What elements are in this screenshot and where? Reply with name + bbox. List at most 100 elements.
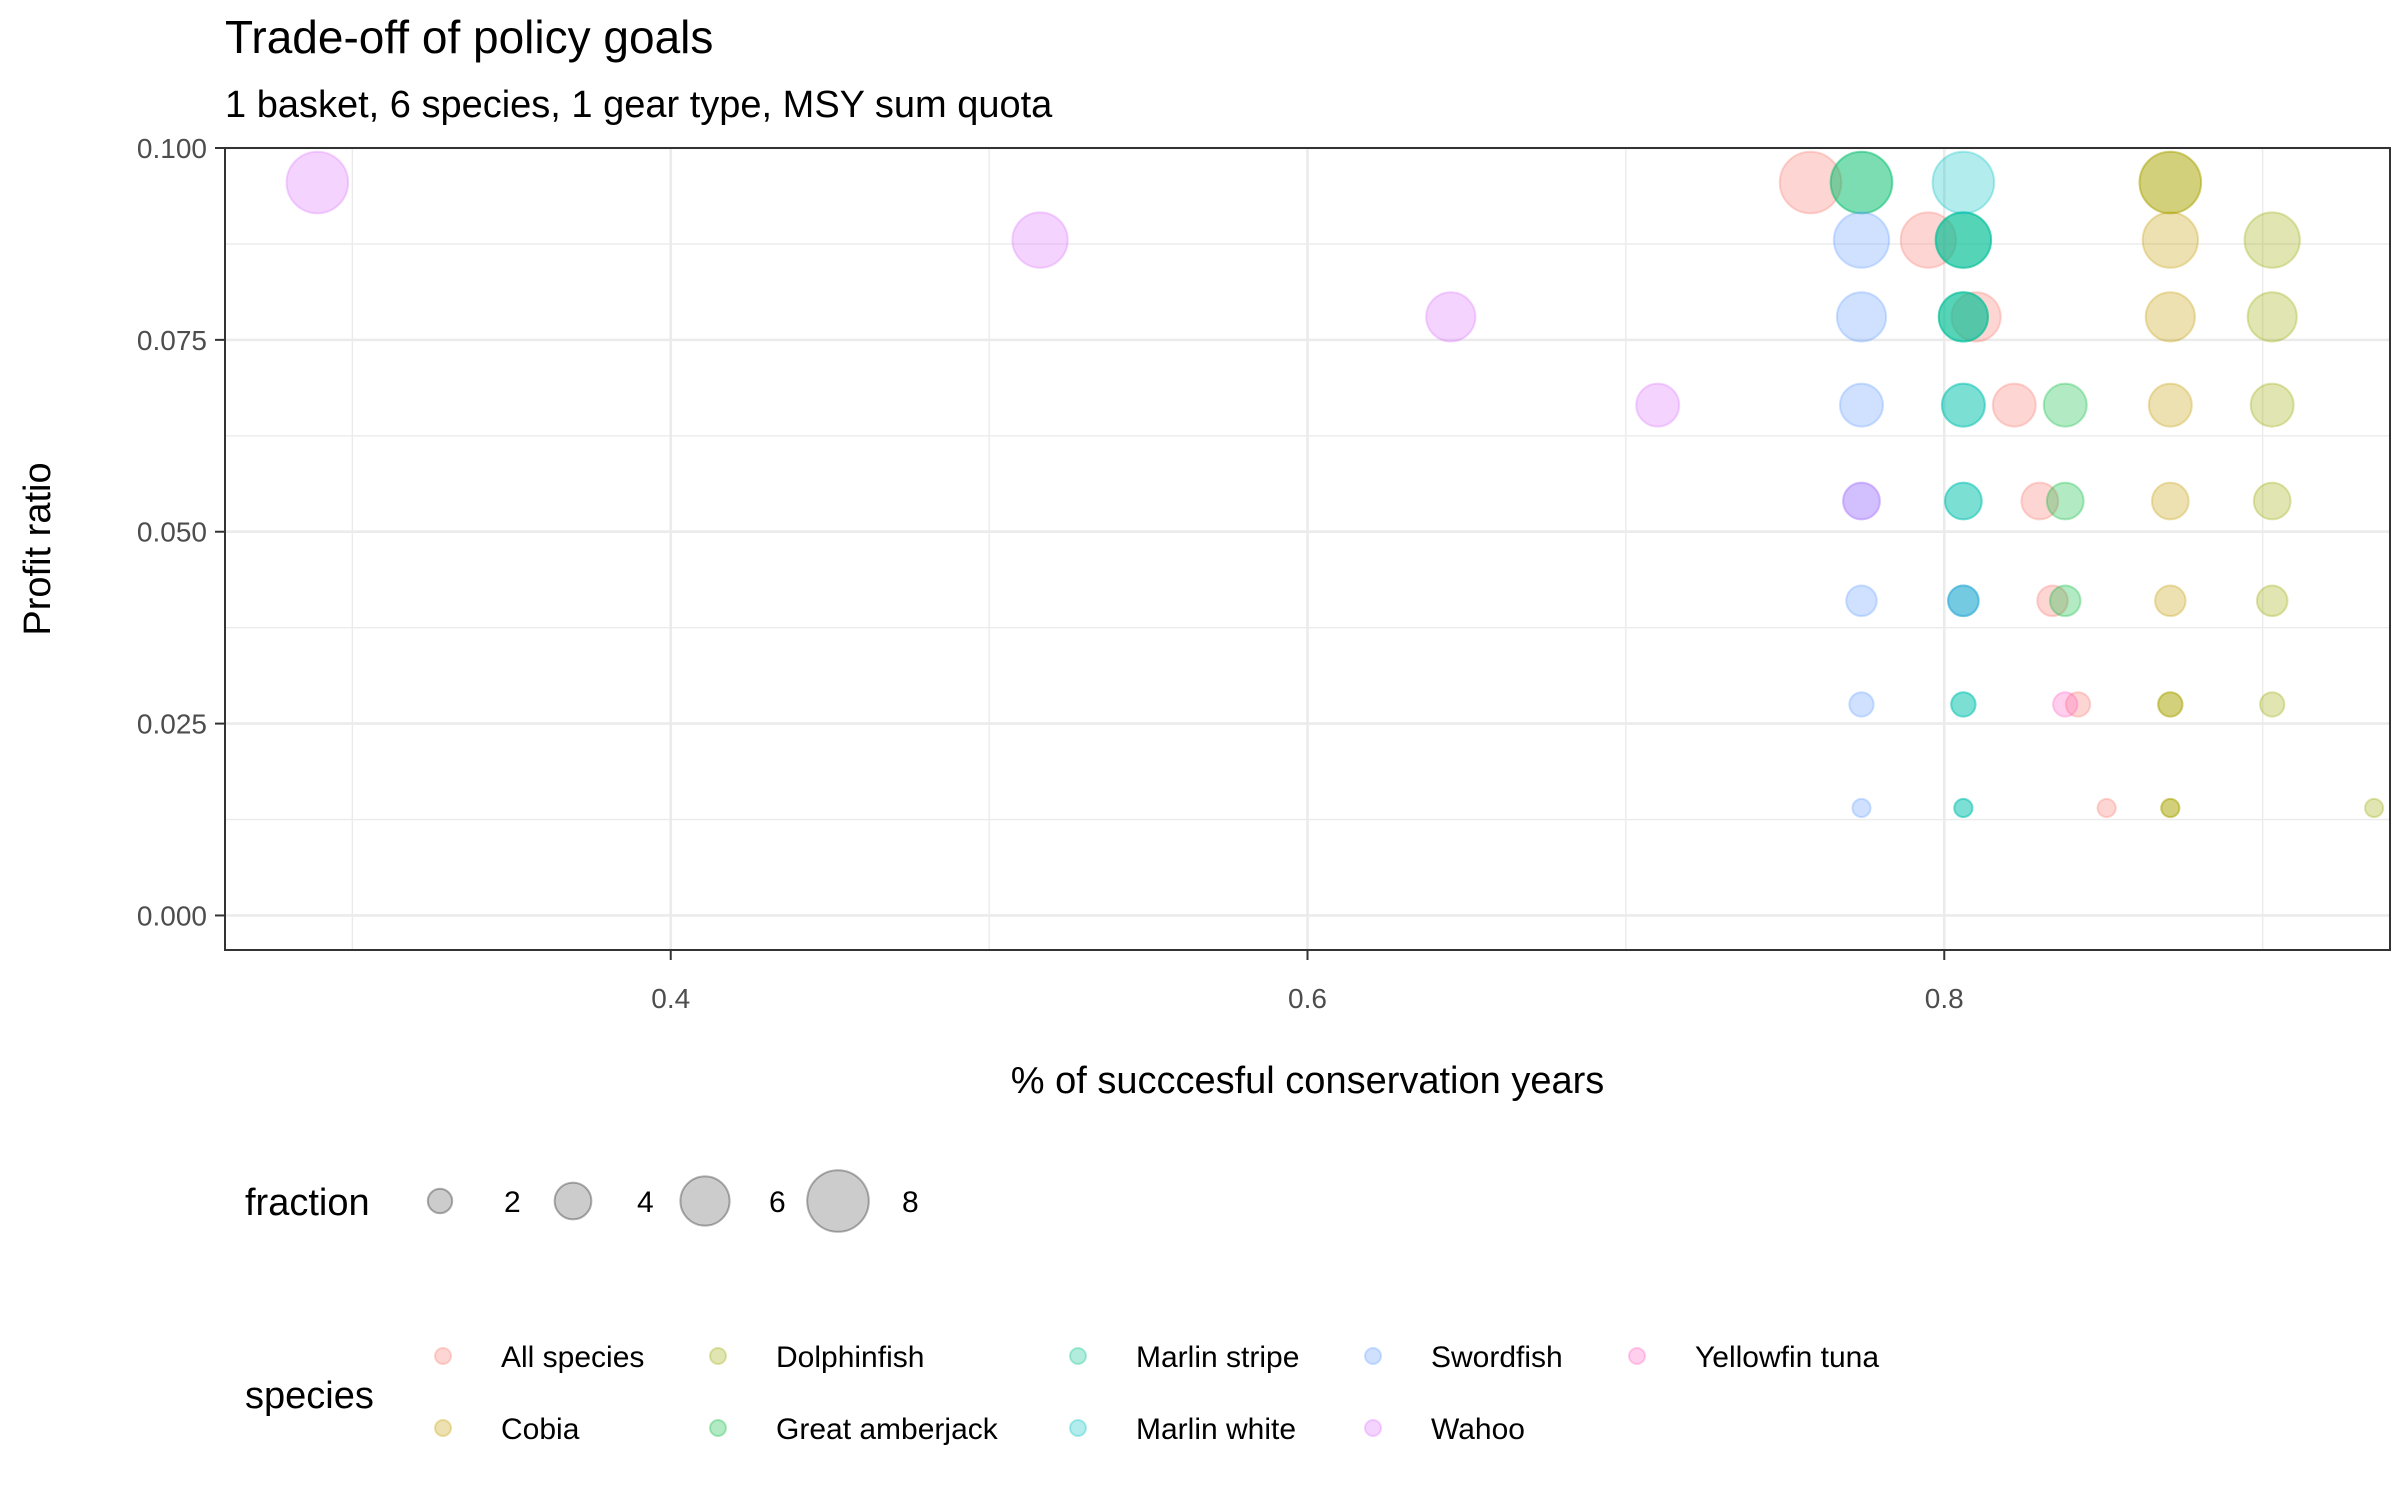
species-legend-label: Marlin stripe [1136, 1341, 1299, 1374]
point-great-amberjack [2042, 382, 2088, 428]
species-legend-key [709, 1419, 727, 1437]
point-marlin-stripe [1947, 584, 1980, 618]
point-wahoo [1842, 481, 1881, 521]
size-legend-key [806, 1169, 870, 1233]
point-swordfish [1947, 584, 1980, 618]
species-legend-key [1069, 1347, 1087, 1365]
point-swordfish [1848, 691, 1875, 718]
species-legend-key [1069, 1419, 1087, 1437]
species-legend-label: Marlin white [1136, 1413, 1296, 1446]
x-tick-label: 0.6 [1288, 983, 1327, 1014]
species-legend-label: Great amberjack [776, 1413, 999, 1446]
point-marlin-stripe [1934, 211, 1993, 269]
species-legend-key [434, 1419, 452, 1437]
point-all-species [1899, 211, 1958, 269]
point-wahoo [1011, 211, 1069, 269]
point-swordfish [1838, 382, 1884, 428]
point-dolphinfish [2138, 150, 2203, 215]
y-tick-label: 0.100 [137, 133, 207, 164]
chart-title: Trade-off of policy goals [225, 11, 713, 63]
point-dolphinfish [2243, 211, 2301, 269]
species-legend-label: All species [501, 1341, 644, 1374]
species-legend-key [1364, 1347, 1382, 1365]
point-wahoo [1425, 291, 1477, 343]
point-marlin-stripe [1940, 382, 1986, 428]
species-legend-key [1364, 1419, 1382, 1437]
size-legend-label: 6 [769, 1186, 786, 1219]
point-marlin-stripe [1950, 691, 1977, 718]
size-legend-title: fraction [245, 1182, 370, 1224]
point-dolphinfish [2255, 584, 2289, 618]
point-marlin-white [1953, 797, 1974, 819]
point-cobia [2141, 211, 2200, 269]
size-legend-label: 2 [504, 1186, 521, 1219]
point-cobia [2138, 150, 2203, 215]
species-legend-title: species [245, 1375, 374, 1417]
point-all-species [2036, 584, 2069, 618]
point-marlin-stripe [1937, 291, 1989, 343]
point-dolphinfish [2258, 691, 2286, 718]
point-great-amberjack [2048, 584, 2082, 618]
point-cobia [2150, 481, 2190, 521]
x-tick-label: 0.8 [1925, 983, 1964, 1014]
point-wahoo [285, 150, 350, 215]
point-all-species [1991, 382, 2037, 428]
point-all-species [2096, 797, 2117, 819]
point-dolphinfish [2160, 797, 2181, 819]
axes: 0.4 0.6 0.8 0.000 0.025 0.050 0.075 0.100 [137, 133, 1964, 1014]
grid-lines [225, 146, 2390, 950]
point-cobia [2160, 797, 2181, 819]
point-swordfish [1835, 291, 1888, 343]
point-marlin-stripe [1953, 797, 1974, 819]
size-legend-key [553, 1181, 593, 1221]
y-tick-label: 0.000 [137, 900, 207, 931]
species-legend-label: Wahoo [1431, 1413, 1525, 1446]
size-legend-label: 8 [902, 1186, 919, 1219]
x-axis-title: % of succcesful conservation years [1011, 1060, 1605, 1102]
point-marlin-white [1931, 150, 1996, 215]
point-marlin-stripe [1943, 481, 1983, 521]
point-swordfish [1845, 584, 1878, 618]
species-legend-label: Dolphinfish [776, 1341, 924, 1374]
species-legend-label: Cobia [501, 1413, 580, 1446]
size-legend: fraction 2 4 6 8 [245, 1169, 919, 1233]
data-points [285, 150, 2385, 819]
y-axis-title: Profit ratio [17, 462, 59, 635]
point-marlin-white [1937, 291, 1989, 343]
point-all-species [2020, 481, 2060, 521]
point-swordfish [1832, 211, 1891, 269]
point-dolphinfish [2249, 382, 2295, 428]
point-dolphinfish [2363, 797, 2385, 819]
point-great-amberjack [1829, 150, 1894, 215]
point-swordfish [1851, 797, 1872, 819]
species-legend-label: Swordfish [1431, 1341, 1563, 1374]
y-tick-label: 0.025 [137, 709, 207, 740]
y-tick-label: 0.050 [137, 517, 207, 548]
point-marlin-white [1950, 691, 1977, 718]
point-great-amberjack [1934, 211, 1993, 269]
size-legend-key [679, 1175, 731, 1227]
point-dolphinfish [2246, 291, 2298, 343]
species-legend: species All species Cobia Dolphinfish Great… [245, 1341, 1879, 1446]
species-legend-key [434, 1347, 452, 1365]
point-cobia [2157, 691, 2184, 718]
point-marlin-stripe [1829, 150, 1894, 215]
y-tick-label: 0.075 [137, 325, 207, 356]
point-marlin-white [1934, 211, 1993, 269]
x-tick-label: 0.4 [651, 983, 690, 1014]
point-marlin-white [1940, 382, 1986, 428]
point-dolphinfish [2157, 691, 2184, 718]
species-legend-key [709, 1347, 727, 1365]
point-cobia [2144, 291, 2196, 343]
point-cobia [2154, 584, 2187, 618]
species-legend-label: Yellowfin tuna [1695, 1341, 1879, 1374]
point-yellowfin-tuna [2052, 691, 2079, 718]
point-all-species [1950, 291, 2002, 343]
point-marlin-white [1943, 481, 1983, 521]
chart-subtitle: 1 basket, 6 species, 1 gear type, MSY su… [225, 84, 1053, 126]
size-legend-key [426, 1187, 454, 1215]
point-great-amberjack [1937, 291, 1989, 343]
point-cobia [2147, 382, 2193, 428]
point-all-species [1778, 150, 1843, 215]
